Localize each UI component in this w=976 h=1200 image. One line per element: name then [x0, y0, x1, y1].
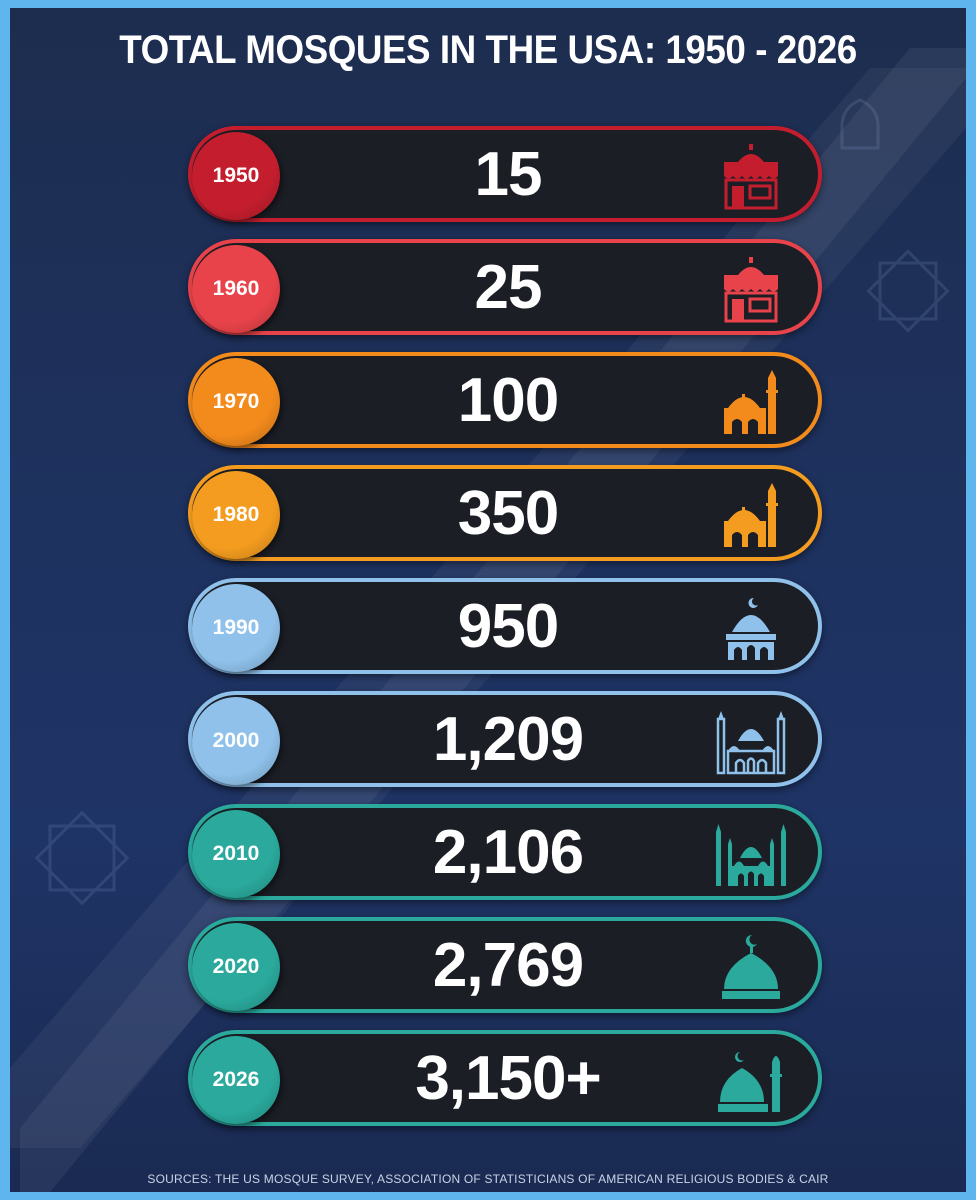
year-badge: 1990: [192, 584, 280, 672]
mosque-count: 3,150+: [415, 1043, 601, 1113]
row-pill: [188, 352, 822, 448]
mosque-count: 2,769: [432, 930, 584, 1000]
table-row: 1970 100: [188, 352, 822, 448]
mosque-twin-minaret-icon: [714, 705, 788, 775]
mosque-minaret-icon: [714, 366, 788, 436]
row-pill: [188, 578, 822, 674]
mosque-minaret-icon: [714, 479, 788, 549]
table-row: 1960 25: [188, 239, 822, 335]
mosque-count: 25: [474, 252, 543, 322]
table-row: 1950 15: [188, 126, 822, 222]
row-pill: [188, 1030, 822, 1126]
mosque-count: 350: [457, 478, 559, 548]
row-pill: [188, 917, 822, 1013]
row-pill: [188, 126, 822, 222]
table-row: 2010 2,106: [188, 804, 822, 900]
dome-minaret-icon: [714, 1044, 788, 1114]
row-pill: [188, 465, 822, 561]
source-note: SOURCES: THE US MOSQUE SURVEY, ASSOCIATI…: [147, 1172, 829, 1186]
dome-crescent-icon: [714, 931, 788, 1001]
table-row: 2020 2,769: [188, 917, 822, 1013]
year-badge: 2000: [192, 697, 280, 785]
row-pill: [188, 239, 822, 335]
year-badge: 1980: [192, 471, 280, 559]
mosque-count: 1,209: [432, 704, 584, 774]
table-row: 2026 3,150+: [188, 1030, 822, 1126]
year-badge: 1950: [192, 132, 280, 220]
row-pill: [188, 691, 822, 787]
shop-dome-icon: [714, 140, 788, 210]
table-row: 2000 1,209: [188, 691, 822, 787]
chart-title: TOTAL MOSQUES IN THE USA: 1950 - 2026: [119, 28, 857, 72]
table-row: 1990 950: [188, 578, 822, 674]
mosque-count: 100: [457, 365, 559, 435]
mosque-count: 2,106: [432, 817, 584, 887]
year-badge: 2010: [192, 810, 280, 898]
year-badge: 1960: [192, 245, 280, 333]
year-badge: 2020: [192, 923, 280, 1011]
year-badge: 1970: [192, 358, 280, 446]
rows-list: 1950 15 1960 25 1970 100 1980 350 1990 950: [188, 126, 822, 1143]
mosque-crescent-icon: [714, 592, 788, 662]
shop-dome-icon: [714, 253, 788, 323]
infographic: TOTAL MOSQUES IN THE USA: 1950 - 2026 19…: [10, 8, 966, 1192]
mosque-four-minaret-icon: [714, 818, 788, 888]
table-row: 1980 350: [188, 465, 822, 561]
mosque-count: 950: [457, 591, 559, 661]
mosque-count: 15: [474, 139, 543, 209]
year-badge: 2026: [192, 1036, 280, 1124]
